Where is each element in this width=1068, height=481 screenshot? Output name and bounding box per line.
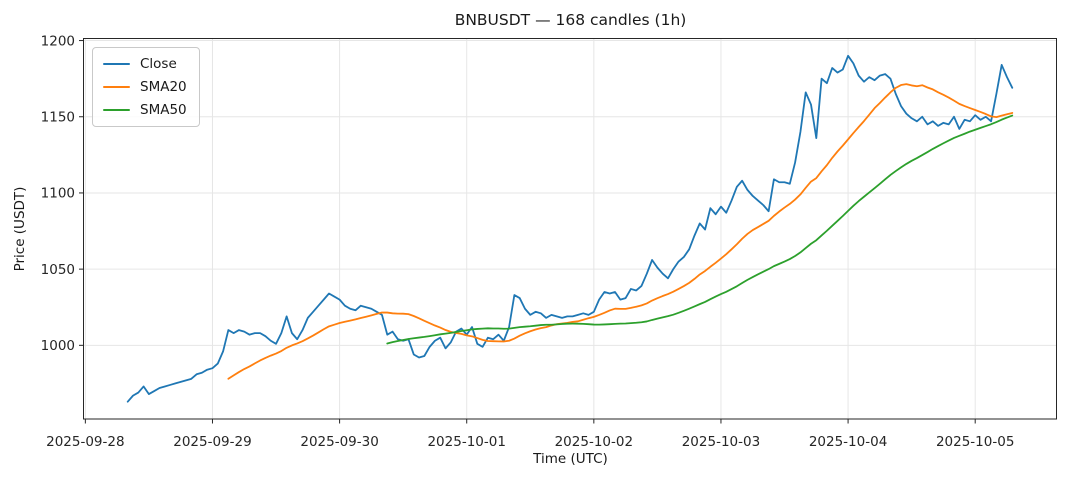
x-tick-label: 2025-10-04 <box>809 434 887 450</box>
y-tick-label: 1000 <box>41 338 75 354</box>
x-tick-label: 2025-09-30 <box>300 434 378 450</box>
sma20-line-swatch <box>103 85 130 89</box>
x-tick-label: 2025-10-05 <box>936 434 1014 450</box>
legend-item-sma20: SMA20 <box>103 78 187 96</box>
legend-item-close: Close <box>103 55 187 73</box>
y-tick-label: 1100 <box>41 186 75 202</box>
legend-item-sma50: SMA50 <box>103 101 187 119</box>
legend-label: SMA50 <box>140 102 187 118</box>
x-tick-label: 2025-09-29 <box>173 434 251 450</box>
x-tick-label: 2025-10-03 <box>682 434 760 450</box>
x-tick-label: 2025-10-01 <box>427 434 505 450</box>
chart-title: BNBUSDT — 168 candles (1h) <box>454 11 687 29</box>
y-tick-label: 1200 <box>41 33 75 49</box>
sma50-line <box>386 114 1014 345</box>
sma20-line <box>227 83 1014 380</box>
y-tick-label: 1150 <box>41 109 75 125</box>
y-tick-label: 1050 <box>41 262 75 278</box>
legend-label: SMA20 <box>140 79 187 95</box>
y-axis-label: Price (USDT) <box>12 186 28 272</box>
close-line-swatch <box>103 62 130 66</box>
x-tick-label: 2025-10-02 <box>555 434 633 450</box>
legend-label: Close <box>140 56 177 72</box>
close-line <box>126 54 1014 403</box>
x-tick-label: 2025-09-28 <box>46 434 124 450</box>
x-axis-label: Time (UTC) <box>533 451 608 467</box>
legend: Close SMA20 SMA50 <box>92 47 200 127</box>
sma50-line-swatch <box>103 108 130 112</box>
plot-border <box>83 38 1057 420</box>
